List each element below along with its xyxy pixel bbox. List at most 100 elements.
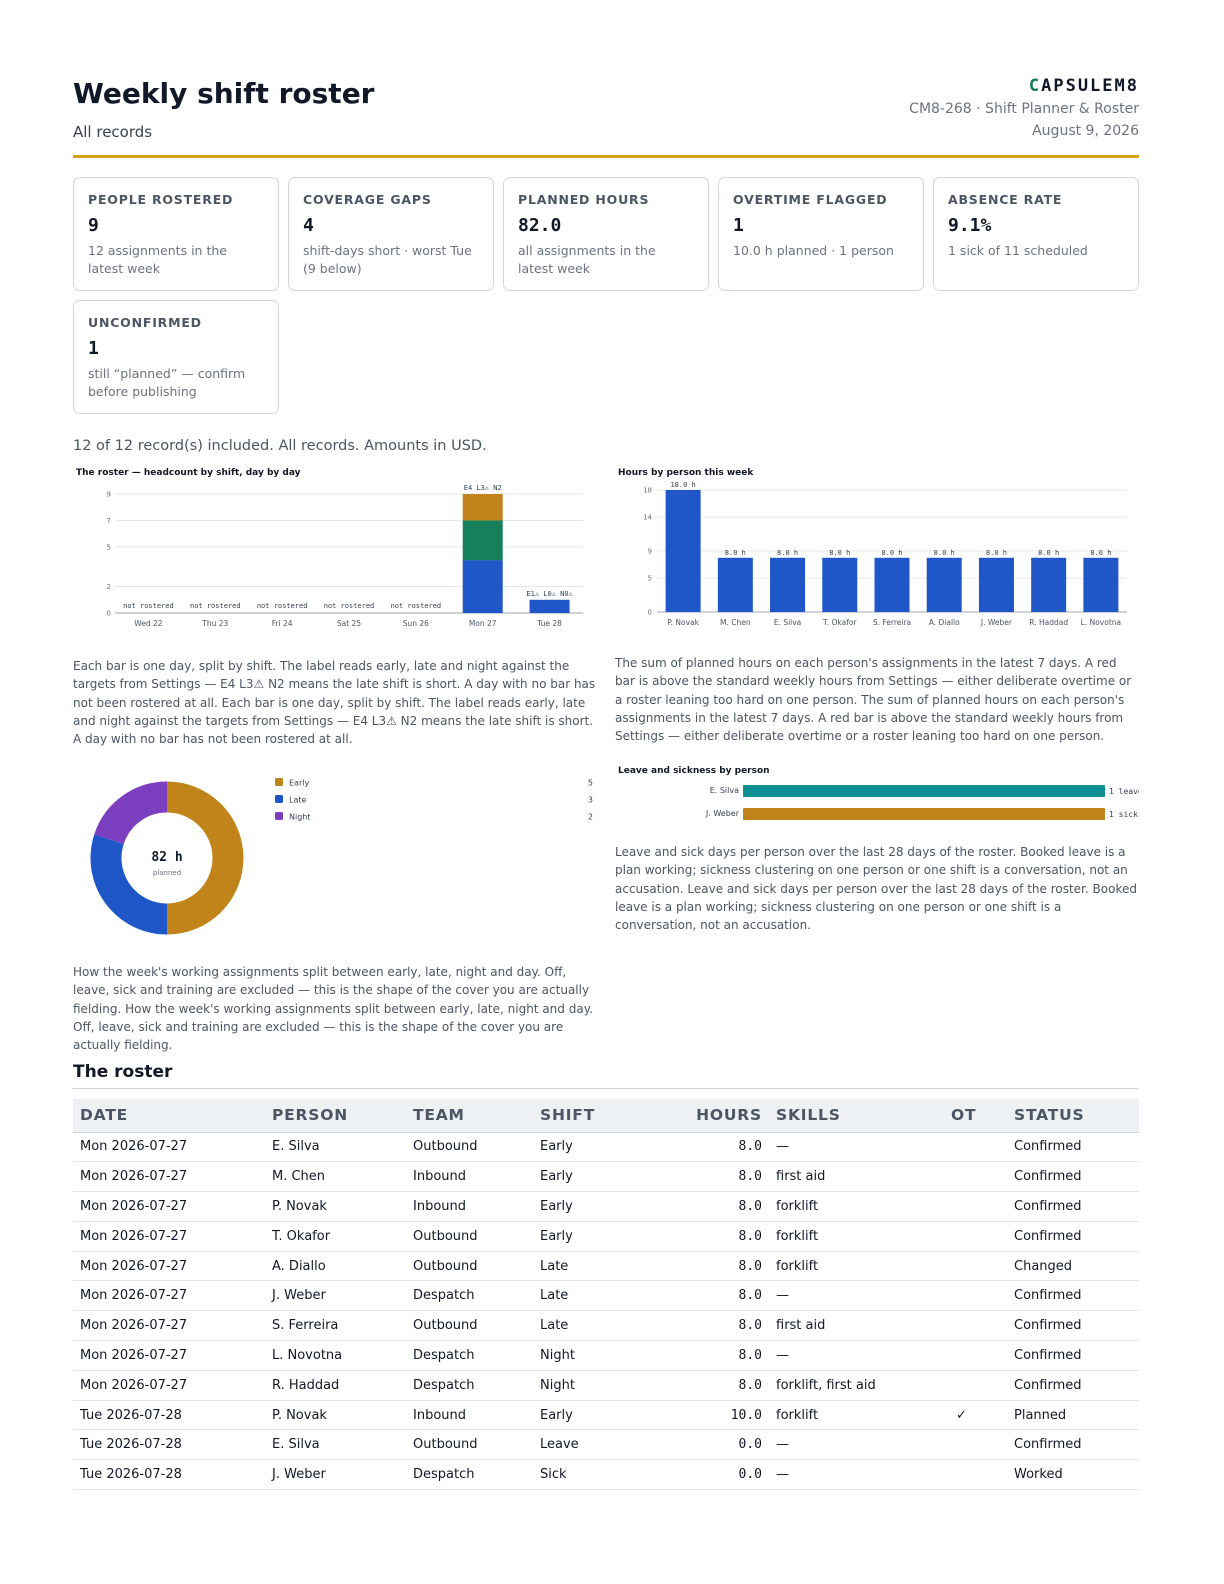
brand-logo-mark: C xyxy=(1028,76,1042,96)
legend-swatch xyxy=(275,812,283,820)
hours-bar xyxy=(874,557,910,612)
bar-segment xyxy=(529,599,570,613)
kpi-value: 82.0 xyxy=(518,215,562,236)
table-row: Tue 2026-07-28 E. Silva Outbound Leave 0.0— C… xyxy=(73,1429,1139,1461)
cell-date: Mon 2026-07-27 xyxy=(73,1221,265,1252)
bar-value-label: 8.0 h xyxy=(1038,549,1059,557)
y-tick-label: 2 xyxy=(107,583,111,591)
legend-label: Early xyxy=(289,779,309,788)
cell-status: Confirmed xyxy=(1007,1370,1139,1401)
cell-team: Outbound xyxy=(406,1251,533,1282)
column-header-ot: OT xyxy=(944,1099,1007,1133)
x-tick-label: L. Novotna xyxy=(1081,618,1121,627)
cell-ot: ✓ xyxy=(944,1400,1007,1431)
roster-table: DATE PERSON TEAM SHIFT HOURS SKILLS OT S… xyxy=(73,1099,1139,1491)
cell-date: Mon 2026-07-27 xyxy=(73,1370,265,1401)
cell-hours: 8.0 xyxy=(653,1370,769,1401)
x-tick-label: Sun 26 xyxy=(403,619,429,628)
cell-skills: forklift xyxy=(769,1191,944,1222)
cell-person: J. Weber xyxy=(265,1459,406,1491)
cell-team: Inbound xyxy=(406,1191,533,1222)
cell-ot xyxy=(944,1340,1007,1371)
legend-label: Night xyxy=(289,813,311,822)
x-tick-label: R. Haddad xyxy=(1029,618,1068,627)
column-header-status: STATUS xyxy=(1007,1099,1139,1133)
bar-label: E4 L3⚠ N2 xyxy=(464,484,502,492)
bar-value-label: 18.0 h xyxy=(670,481,695,489)
donut-slice xyxy=(166,781,244,935)
kpi-note: still “planned” — confirm before publish… xyxy=(88,366,246,399)
x-tick-label: M. Chen xyxy=(720,618,751,627)
report-page: Weekly shift roster All records CAPSULEM… xyxy=(73,72,1139,1491)
bar-label: not rostered xyxy=(324,602,375,610)
bar-label: not rostered xyxy=(257,602,308,610)
column-header-shift: SHIFT xyxy=(533,1099,653,1133)
cell-hours: 8.0 xyxy=(653,1132,769,1163)
cell-person: A. Diallo xyxy=(265,1251,406,1282)
x-tick-label: Fri 24 xyxy=(272,619,293,628)
kpi-note: 12 assignments in the latest week xyxy=(88,243,227,276)
y-tick-label: 5 xyxy=(107,543,111,551)
kpi-card-absence-rate: ABSENCE RATE 9.1% 1 sick of 11 scheduled xyxy=(933,177,1139,291)
cell-ot xyxy=(944,1459,1007,1491)
cell-ot xyxy=(944,1370,1007,1401)
kpi-note: shift-days short · worst Tue (9 below) xyxy=(303,243,472,276)
cell-skills: — xyxy=(769,1429,944,1461)
kpi-note: 10.0 h planned · 1 person xyxy=(733,243,894,258)
cell-team: Despatch xyxy=(406,1280,533,1312)
hours-by-person-chart: 0 5 9 14 18 18.0 h P. Novak 8.0 h M. Chen 8.0 h E.… xyxy=(643,481,1127,627)
cell-shift: Early xyxy=(533,1221,653,1252)
cell-status: Confirmed xyxy=(1007,1280,1139,1312)
cell-status: Confirmed xyxy=(1007,1310,1139,1342)
kpi-value: 9.1% xyxy=(948,215,992,236)
cell-status: Changed xyxy=(1007,1251,1139,1282)
document-reference: CM8-268 · Shift Planner & Roster xyxy=(909,101,1139,117)
donut-center-value: 82 h xyxy=(151,850,182,865)
table-row: Mon 2026-07-27 J. Weber Despatch Late 8.0— Co… xyxy=(73,1280,1139,1312)
kpi-card-people-rostered: PEOPLE ROSTERED 9 12 assignments in the … xyxy=(73,177,279,291)
bar-label: not rostered xyxy=(190,602,241,610)
cell-ot xyxy=(944,1429,1007,1461)
bar-value-label: 8.0 h xyxy=(881,549,902,557)
x-tick-label: Mon 27 xyxy=(469,619,497,628)
page-title: Weekly shift roster xyxy=(73,77,375,110)
cell-person: P. Novak xyxy=(265,1400,406,1431)
donut-center-label: planned xyxy=(153,869,181,877)
table-row: Mon 2026-07-27 L. Novotna Despatch Night 8.0… xyxy=(73,1340,1139,1371)
donut-slice xyxy=(90,834,168,935)
cell-date: Mon 2026-07-27 xyxy=(73,1340,265,1371)
cell-team: Outbound xyxy=(406,1132,533,1163)
x-tick-label: Thu 23 xyxy=(201,619,228,628)
cell-person: E. Silva xyxy=(265,1132,406,1163)
leave-chart-caption: Leave and sick days per person over the … xyxy=(615,845,1137,933)
cell-person: E. Silva xyxy=(265,1429,406,1461)
cell-hours: 8.0 xyxy=(653,1221,769,1252)
report-date: August 9, 2026 xyxy=(1032,123,1139,139)
bar-label: E1⚠ L0⚠ N0⚠ xyxy=(526,590,573,598)
y-tick-label: 0 xyxy=(648,609,652,617)
bar-label: not rostered xyxy=(123,602,174,610)
cell-date: Tue 2026-07-28 xyxy=(73,1459,265,1491)
chart-title-hours: Hours by person this week xyxy=(618,468,754,478)
cell-ot xyxy=(944,1310,1007,1342)
cell-hours: 8.0 xyxy=(653,1340,769,1371)
shift-split-donut-chart: 82 h planned Early 5 Late 3 Night 2 xyxy=(90,778,593,935)
cell-skills: — xyxy=(769,1132,944,1163)
cell-status: Confirmed xyxy=(1007,1221,1139,1252)
kpi-card-unconfirmed: UNCONFIRMED 1 still “planned” — confirm … xyxy=(73,300,279,414)
x-tick-label: E. Silva xyxy=(774,618,801,627)
legend-swatch xyxy=(275,778,283,786)
y-tick-label: 18 xyxy=(643,487,652,495)
cell-status: Confirmed xyxy=(1007,1191,1139,1222)
kpi-value: 9 xyxy=(88,215,99,236)
cell-date: Mon 2026-07-27 xyxy=(73,1310,265,1342)
cell-ot xyxy=(944,1221,1007,1252)
roster-table-title: The roster xyxy=(73,1062,173,1082)
cell-date: Mon 2026-07-27 xyxy=(73,1161,265,1193)
cell-hours: 8.0 xyxy=(653,1280,769,1312)
table-row: Mon 2026-07-27 P. Novak Inbound Early 8.0 for… xyxy=(73,1191,1139,1222)
column-header-date: DATE xyxy=(73,1099,265,1133)
cell-date: Mon 2026-07-27 xyxy=(73,1191,265,1222)
table-row: Tue 2026-07-28 P. Novak Inbound Early 10.0 fo… xyxy=(73,1400,1139,1431)
x-tick-label: Sat 25 xyxy=(337,619,361,628)
